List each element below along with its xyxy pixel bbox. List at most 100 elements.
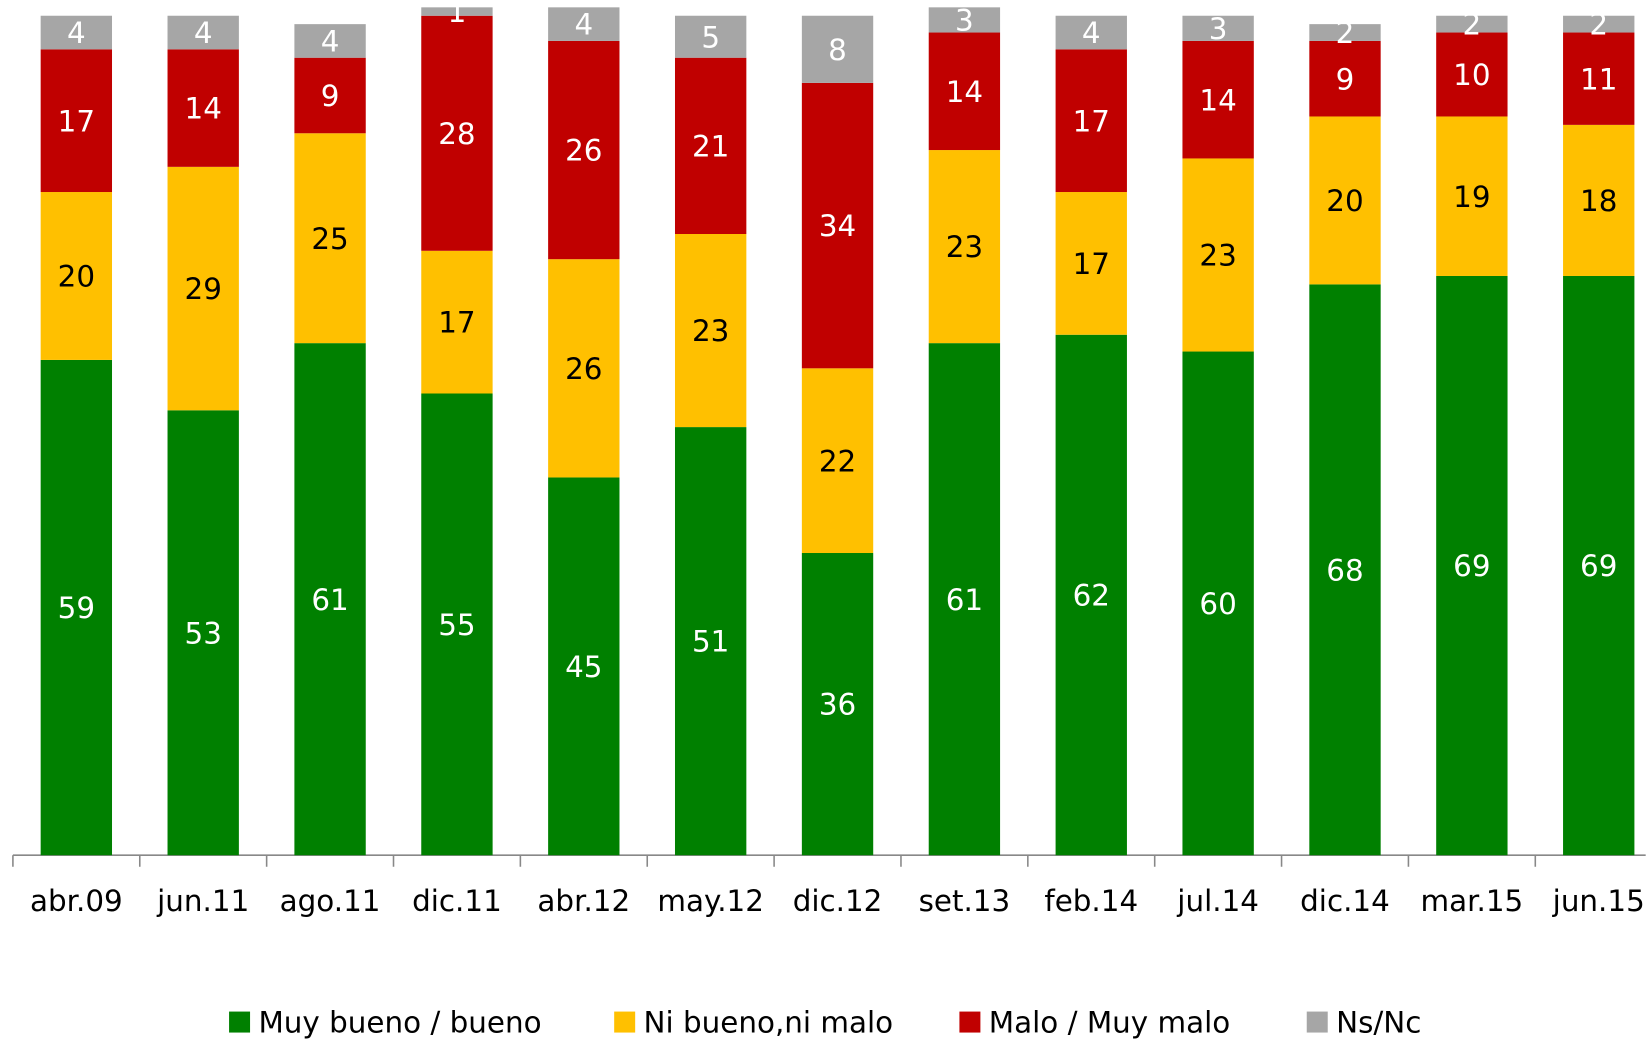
bar-segment xyxy=(1563,15,1635,33)
bar-segment xyxy=(167,49,239,167)
data-label: 17 xyxy=(1073,247,1110,281)
bar-segment xyxy=(167,166,239,411)
bar-segment xyxy=(421,250,493,394)
data-label: 69 xyxy=(1580,549,1617,583)
data-label: 55 xyxy=(438,608,475,642)
data-label: 23 xyxy=(946,230,983,264)
data-label: 22 xyxy=(819,444,856,478)
bar-segment xyxy=(1055,334,1127,856)
data-label: 18 xyxy=(1580,184,1617,218)
data-label: 11 xyxy=(1580,62,1617,96)
bar-segment xyxy=(1182,40,1254,159)
legend-label: Ni bueno,ni malo xyxy=(644,1006,894,1040)
data-label: 4 xyxy=(321,25,340,59)
x-tick-label: mar.15 xyxy=(1421,884,1524,918)
data-label: 20 xyxy=(58,260,95,294)
bar-segment xyxy=(1436,15,1508,33)
bar-segment xyxy=(548,40,620,260)
data-label: 19 xyxy=(1453,180,1490,214)
x-tick-label: feb.14 xyxy=(1044,884,1138,918)
x-tick-label: dic.12 xyxy=(793,884,883,918)
bar-segment xyxy=(421,7,493,16)
x-tick-label: jun.15 xyxy=(1552,884,1645,918)
bar-segment xyxy=(40,49,113,193)
data-label: 2 xyxy=(1463,8,1482,42)
bar-segment xyxy=(167,15,239,50)
bar-segment xyxy=(40,359,113,856)
bar-segment xyxy=(167,410,239,856)
data-label: 23 xyxy=(1199,239,1236,273)
data-label: 4 xyxy=(574,8,593,42)
bar-segment xyxy=(1436,32,1508,117)
bar-segment xyxy=(1055,192,1127,335)
bar-segment xyxy=(928,7,1001,33)
data-label: 10 xyxy=(1453,58,1490,92)
data-label: 61 xyxy=(311,583,348,617)
data-label: 14 xyxy=(946,75,983,109)
data-label: 45 xyxy=(565,650,602,684)
bar-segment xyxy=(674,57,747,235)
bar-segment xyxy=(1309,116,1381,285)
bar-segment xyxy=(801,368,874,554)
data-label: 4 xyxy=(1082,16,1101,50)
x-tick-label: dic.11 xyxy=(412,884,502,918)
bar-segment xyxy=(1182,351,1254,856)
x-tick-label: jul.14 xyxy=(1176,884,1259,918)
bar-segment xyxy=(928,343,1001,856)
bar-segment xyxy=(1563,275,1635,856)
bar-segment xyxy=(674,15,747,58)
x-tick-label: abr.12 xyxy=(537,884,630,918)
data-label: 17 xyxy=(438,306,475,340)
bar-segment xyxy=(294,133,366,344)
data-label: 5 xyxy=(701,20,720,54)
data-label: 61 xyxy=(946,583,983,617)
bar-segment xyxy=(1182,158,1254,352)
bar-segment xyxy=(40,15,113,50)
data-label: 23 xyxy=(692,314,729,348)
bar-segment xyxy=(1309,40,1381,117)
x-tick-label: set.13 xyxy=(919,884,1011,918)
data-label: 17 xyxy=(1073,104,1110,138)
bar-segment xyxy=(801,82,874,369)
data-label: 25 xyxy=(311,222,348,256)
bar-segment xyxy=(1182,15,1254,41)
bar-segment xyxy=(421,393,493,856)
data-label: 51 xyxy=(692,625,729,659)
data-label: 36 xyxy=(819,688,856,722)
data-label: 14 xyxy=(185,92,222,126)
data-label: 4 xyxy=(67,16,86,50)
bar-segment xyxy=(1563,124,1635,276)
bar-segment xyxy=(548,259,620,478)
legend-marker xyxy=(1306,1011,1328,1033)
data-label: 34 xyxy=(819,209,856,243)
legend-marker xyxy=(614,1011,636,1033)
data-label: 59 xyxy=(58,591,95,625)
bar-segment xyxy=(294,24,366,58)
data-label: 2 xyxy=(1336,16,1355,50)
data-label: 3 xyxy=(1209,12,1228,46)
bar-segment xyxy=(928,32,1001,151)
bar-segment xyxy=(1055,15,1127,50)
bar-segment xyxy=(294,57,366,134)
bar-segment xyxy=(674,234,747,428)
bar-segment xyxy=(1309,284,1381,856)
data-label: 8 xyxy=(828,33,847,67)
bar-segment xyxy=(1055,49,1127,193)
data-label: 29 xyxy=(185,272,222,306)
data-label: 20 xyxy=(1326,184,1363,218)
bar-segment xyxy=(801,553,874,856)
legend-marker xyxy=(229,1011,251,1033)
bar-segment xyxy=(1563,32,1635,125)
legend-marker xyxy=(959,1011,981,1033)
bar-segment xyxy=(928,150,1001,344)
legend-label: Muy bueno / bueno xyxy=(258,1006,541,1040)
data-label: 62 xyxy=(1073,579,1110,613)
bar-segment xyxy=(1436,275,1508,856)
data-label: 68 xyxy=(1326,553,1363,587)
data-label: 53 xyxy=(185,616,222,650)
data-label: 9 xyxy=(321,79,340,113)
bar-segment xyxy=(40,192,113,360)
bar-segment xyxy=(1309,24,1381,41)
legend-label: Malo / Muy malo xyxy=(989,1006,1230,1040)
